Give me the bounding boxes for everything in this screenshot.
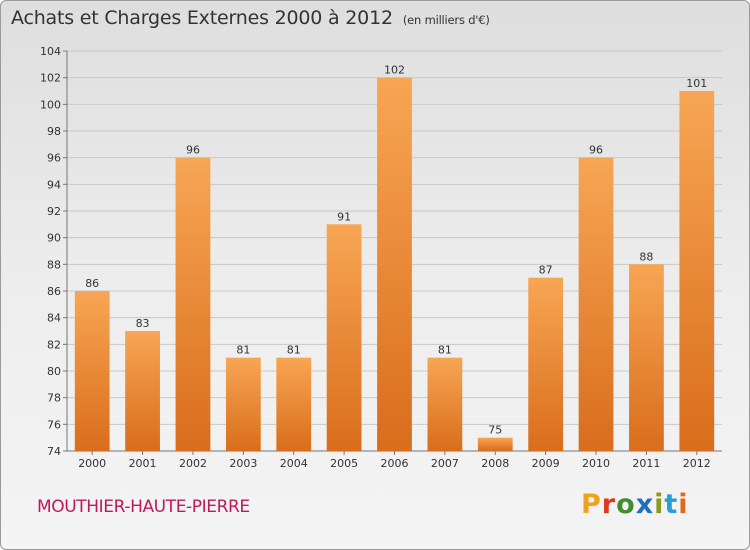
y-tick-label: 92 [47, 205, 61, 218]
bar [377, 77, 412, 452]
x-tick-label: 2006 [381, 457, 409, 470]
axes: 74 76 78 80 82 84 86 88 90 92 94 96 98 100 102 104 2000 2… [40, 45, 722, 470]
y-tick-label: 80 [47, 365, 61, 378]
y-tick-label: 76 [47, 418, 61, 431]
data-label: 102 [384, 64, 405, 77]
y-tick-label: 84 [47, 312, 61, 325]
y-tick-label: 86 [47, 285, 61, 298]
x-tick-label: 2008 [481, 457, 509, 470]
x-tick-label: 2009 [532, 457, 560, 470]
y-tick-label: 82 [47, 338, 61, 351]
y-tick-label: 104 [40, 45, 61, 58]
y-tick-label: 96 [47, 152, 61, 165]
bar [578, 157, 614, 451]
logo-letter: x [635, 489, 655, 520]
data-label: 75 [488, 424, 502, 437]
logo-letter: i [678, 489, 689, 520]
x-tick-label: 2007 [431, 457, 459, 470]
y-tick-label: 98 [47, 125, 61, 138]
x-tick-label: 2001 [129, 457, 157, 470]
bars [74, 77, 715, 452]
y-tick-label: 74 [47, 445, 61, 458]
data-label: 81 [236, 344, 250, 357]
logo-letter: i [654, 489, 665, 520]
x-tick-label: 2012 [683, 457, 711, 470]
x-tick-label: 2002 [179, 457, 207, 470]
x-tick-label: 2004 [280, 457, 308, 470]
y-tick-label: 102 [40, 72, 61, 85]
bar [326, 224, 362, 451]
bar [225, 357, 261, 451]
y-tick-label: 88 [47, 258, 61, 271]
bar [276, 357, 312, 451]
proxiti-logo[interactable]: Proxiti [581, 489, 689, 520]
data-label: 81 [287, 344, 301, 357]
y-tick-label: 90 [47, 232, 61, 245]
bar [477, 437, 513, 451]
logo-letter: r [601, 489, 617, 520]
logo-letter: P [581, 489, 602, 520]
data-label: 87 [539, 264, 553, 277]
bar [528, 277, 564, 451]
chart-title-text: Achats et Charges Externes 2000 à 2012 [11, 7, 393, 29]
y-tick-label: 100 [40, 98, 61, 111]
logo-letter: o [616, 489, 636, 520]
chart-title: Achats et Charges Externes 2000 à 2012 (e… [11, 7, 490, 29]
x-tick-label: 2005 [330, 457, 358, 470]
data-label: 96 [589, 144, 603, 157]
x-tick-label: 2003 [229, 457, 257, 470]
data-labels: 86 83 96 81 81 91 102 81 75 87 96 88 101 [85, 64, 707, 437]
chart-subtitle: (en milliers d'€) [402, 13, 490, 27]
bar [74, 291, 110, 451]
location-name: MOUTHIER-HAUTE-PIERRE [37, 497, 250, 517]
data-label: 81 [438, 344, 452, 357]
y-tick-label: 78 [47, 392, 61, 405]
x-tick-label: 2000 [78, 457, 106, 470]
data-label: 96 [186, 144, 200, 157]
bar [679, 91, 715, 451]
logo-letter: t [664, 489, 679, 520]
data-label: 86 [85, 277, 99, 290]
data-label: 88 [639, 250, 653, 263]
y-tick-label: 94 [47, 178, 61, 191]
x-tick-label: 2010 [582, 457, 610, 470]
bar [125, 331, 160, 451]
bar [427, 357, 463, 451]
bar [175, 157, 211, 451]
x-tick-label: 2011 [632, 457, 660, 470]
bar [629, 264, 664, 451]
data-label: 101 [686, 77, 707, 90]
data-label: 83 [136, 317, 150, 330]
data-label: 91 [337, 210, 351, 223]
